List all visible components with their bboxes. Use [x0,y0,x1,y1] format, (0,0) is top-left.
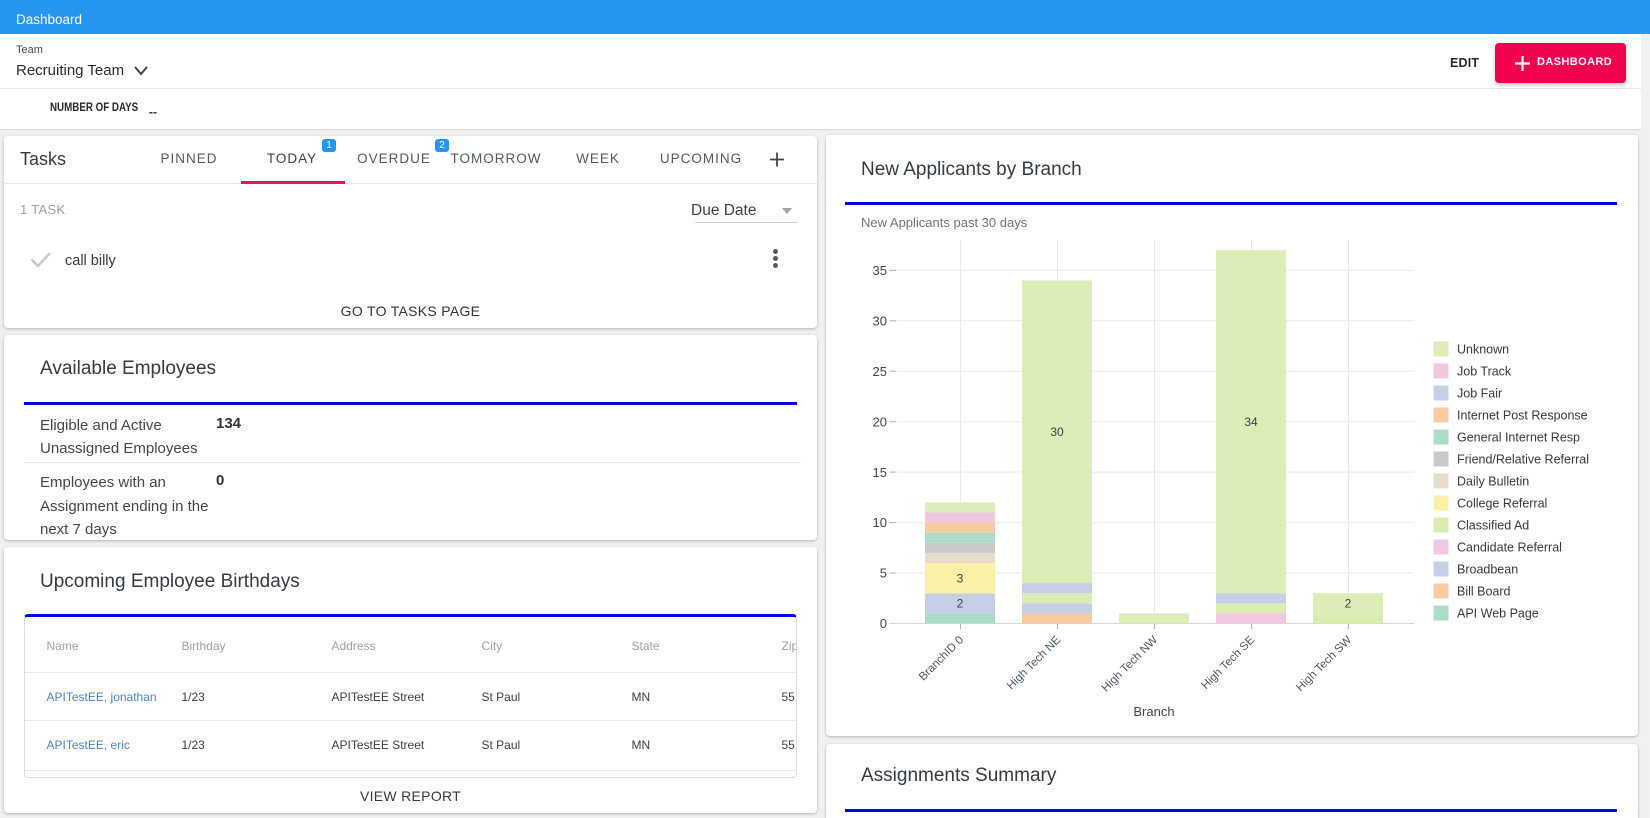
svg-text:15: 15 [873,465,887,480]
svg-text:Job Fair: Job Fair [1457,387,1502,401]
svg-text:Classified Ad: Classified Ad [1457,519,1529,533]
svg-text:College Referral: College Referral [1457,497,1547,511]
svg-text:Candidate Referral: Candidate Referral [1457,541,1562,555]
svg-text:30: 30 [873,313,887,328]
svg-text:2: 2 [1345,597,1352,611]
svg-text:0: 0 [880,616,887,631]
svg-text:10: 10 [873,515,887,530]
svg-text:API Web Page: API Web Page [1457,607,1539,621]
svg-text:25: 25 [873,364,887,379]
svg-text:Bill Board: Bill Board [1457,585,1511,599]
svg-text:30: 30 [1050,425,1064,439]
svg-text:BranchID 0: BranchID 0 [917,634,966,683]
svg-text:High Tech SW: High Tech SW [1294,634,1354,694]
svg-text:High Tech NW: High Tech NW [1100,634,1160,694]
svg-text:5: 5 [880,566,887,581]
svg-text:34: 34 [1244,415,1258,429]
svg-text:High Tech SE: High Tech SE [1200,634,1258,692]
svg-text:Broadbean: Broadbean [1457,563,1518,577]
svg-text:35: 35 [873,263,887,278]
svg-text:2: 2 [957,597,964,611]
svg-text:Branch: Branch [1133,704,1174,719]
svg-text:Friend/Relative Referral: Friend/Relative Referral [1457,453,1589,467]
svg-text:Unknown: Unknown [1457,343,1509,357]
svg-text:General Internet Resp: General Internet Resp [1457,431,1580,445]
svg-text:3: 3 [957,571,964,585]
svg-text:Daily Bulletin: Daily Bulletin [1457,475,1529,489]
svg-text:20: 20 [873,414,887,429]
svg-text:Job Track: Job Track [1457,365,1512,379]
svg-text:Internet Post Response: Internet Post Response [1457,409,1588,423]
svg-text:High Tech NE: High Tech NE [1005,634,1063,692]
